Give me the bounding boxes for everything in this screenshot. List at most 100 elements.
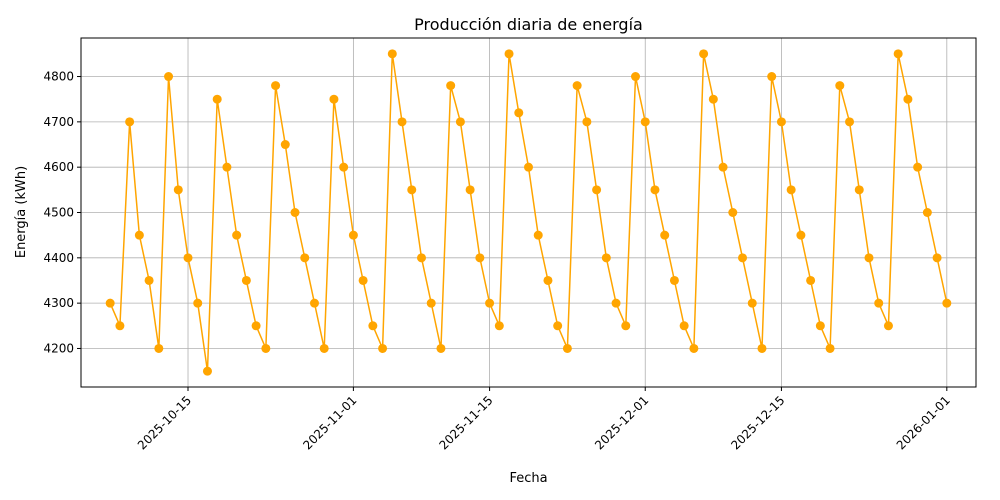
data-point — [922, 208, 932, 217]
data-point — [728, 208, 738, 217]
data-point — [893, 49, 903, 59]
data-point — [708, 94, 718, 104]
data-point — [533, 230, 543, 240]
data-point — [524, 162, 533, 172]
data-point — [757, 343, 767, 353]
data-point — [504, 49, 514, 59]
data-point — [416, 253, 426, 263]
y-axis-label: Energía (kWh) — [14, 166, 29, 258]
data-point — [718, 162, 728, 172]
data-point — [835, 81, 845, 91]
data-point — [660, 230, 670, 240]
y-tick-label: 4700 — [43, 115, 74, 129]
data-point — [825, 343, 835, 353]
data-point — [562, 343, 572, 353]
data-point — [776, 117, 786, 127]
data-point — [280, 140, 290, 150]
data-points — [105, 49, 952, 376]
data-point — [105, 298, 115, 308]
data-point — [475, 253, 485, 263]
data-point — [679, 321, 689, 331]
chart-title: Producción diaria de energía — [414, 15, 643, 34]
data-point — [621, 321, 631, 331]
y-tick-label: 4500 — [43, 206, 74, 220]
data-point — [339, 162, 349, 172]
x-tick-label: 2025-12-01 — [592, 393, 651, 452]
data-point — [854, 185, 864, 195]
data-point — [689, 343, 699, 353]
data-point — [864, 253, 874, 263]
data-point — [368, 321, 378, 331]
y-tick-label: 4800 — [43, 70, 74, 84]
data-point — [592, 185, 602, 195]
data-point — [261, 343, 271, 353]
data-point — [319, 343, 329, 353]
data-point — [601, 253, 611, 263]
data-point — [436, 343, 446, 353]
data-point — [193, 298, 203, 308]
data-point — [202, 366, 212, 376]
data-point — [767, 72, 777, 82]
data-point — [134, 230, 144, 240]
data-point — [125, 117, 135, 127]
data-point — [796, 230, 806, 240]
data-point — [747, 298, 757, 308]
data-point — [494, 321, 504, 331]
data-point — [582, 117, 592, 127]
data-point — [913, 162, 923, 172]
y-tick-label: 4600 — [43, 160, 74, 174]
data-point — [640, 117, 650, 127]
data-point — [942, 298, 952, 308]
data-point — [631, 72, 641, 82]
data-point — [115, 321, 125, 331]
y-tick-label: 4300 — [43, 296, 74, 310]
data-point — [932, 253, 942, 263]
data-point — [154, 343, 164, 353]
data-point — [348, 230, 358, 240]
data-point — [543, 275, 553, 285]
data-point — [358, 275, 368, 285]
data-point — [806, 275, 816, 285]
data-point — [465, 185, 475, 195]
data-point — [669, 275, 679, 285]
data-point — [232, 230, 242, 240]
data-point — [446, 81, 456, 91]
data-point — [699, 49, 709, 59]
data-point — [903, 94, 913, 104]
data-point — [426, 298, 436, 308]
data-point — [290, 208, 300, 217]
x-axis-label: Fecha — [509, 471, 547, 486]
data-point — [815, 321, 825, 331]
series-energia — [105, 49, 952, 376]
data-point — [883, 321, 893, 331]
data-point — [241, 275, 251, 285]
y-axis-ticks: 4200 4300 4400 4500 4600 4700 4800 — [43, 70, 81, 355]
data-point — [378, 343, 388, 353]
y-tick-label: 4400 — [43, 251, 74, 265]
data-point — [485, 298, 495, 308]
y-tick-label: 4200 — [43, 341, 74, 355]
x-tick-label: 2025-11-01 — [300, 393, 359, 452]
data-point — [222, 162, 232, 172]
data-point — [300, 253, 310, 263]
x-tick-label: 2025-10-15 — [135, 393, 194, 452]
data-point — [164, 72, 174, 82]
data-point — [572, 81, 582, 91]
data-point — [455, 117, 465, 127]
data-point — [183, 253, 193, 263]
data-point — [173, 185, 183, 195]
data-point — [251, 321, 261, 331]
data-point — [144, 275, 154, 285]
data-point — [845, 117, 855, 127]
x-tick-label: 2025-12-15 — [728, 393, 787, 452]
data-point — [271, 81, 281, 91]
data-point — [874, 298, 884, 308]
data-point — [650, 185, 660, 195]
data-point — [212, 94, 222, 104]
data-point — [309, 298, 319, 308]
data-point — [738, 253, 748, 263]
data-point — [611, 298, 621, 308]
data-point — [387, 49, 397, 59]
data-point — [786, 185, 796, 195]
